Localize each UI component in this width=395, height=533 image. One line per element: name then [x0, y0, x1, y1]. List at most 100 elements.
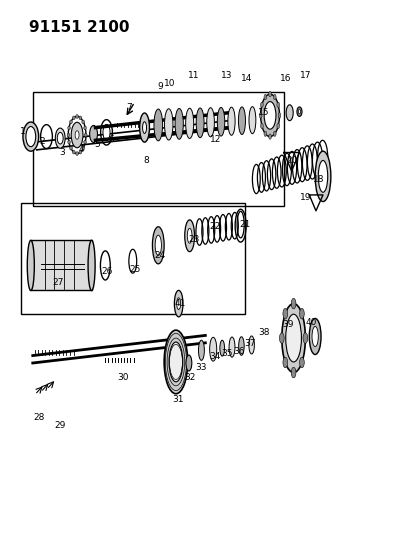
- Ellipse shape: [210, 337, 217, 361]
- Ellipse shape: [264, 102, 276, 129]
- Text: 16: 16: [280, 74, 292, 83]
- Ellipse shape: [140, 113, 149, 142]
- Text: 15: 15: [258, 108, 270, 117]
- Text: 7: 7: [126, 103, 132, 112]
- Ellipse shape: [70, 146, 72, 150]
- Ellipse shape: [185, 220, 195, 252]
- Ellipse shape: [154, 109, 163, 141]
- Ellipse shape: [72, 150, 75, 154]
- Ellipse shape: [282, 304, 305, 373]
- Ellipse shape: [318, 160, 328, 192]
- Ellipse shape: [198, 340, 204, 360]
- Ellipse shape: [67, 133, 70, 137]
- Text: 38: 38: [258, 328, 270, 337]
- Ellipse shape: [298, 110, 301, 114]
- Ellipse shape: [84, 140, 87, 144]
- Ellipse shape: [165, 109, 173, 140]
- Text: 91151 2100: 91151 2100: [29, 20, 129, 35]
- Ellipse shape: [228, 107, 235, 135]
- Ellipse shape: [186, 355, 192, 371]
- Text: 20: 20: [286, 156, 297, 165]
- Ellipse shape: [239, 107, 245, 134]
- Ellipse shape: [186, 108, 194, 139]
- Ellipse shape: [88, 240, 95, 290]
- Ellipse shape: [84, 126, 87, 130]
- Ellipse shape: [280, 333, 284, 343]
- Ellipse shape: [264, 131, 267, 136]
- Text: 37: 37: [245, 339, 256, 348]
- Ellipse shape: [90, 125, 98, 142]
- Text: 33: 33: [196, 363, 207, 372]
- Ellipse shape: [249, 336, 254, 354]
- Text: 28: 28: [33, 413, 44, 422]
- Ellipse shape: [278, 113, 281, 118]
- Text: 36: 36: [233, 347, 245, 356]
- Ellipse shape: [261, 123, 263, 128]
- Ellipse shape: [261, 94, 280, 136]
- Text: 18: 18: [313, 174, 325, 183]
- Ellipse shape: [283, 357, 288, 368]
- Text: 35: 35: [221, 350, 233, 359]
- Ellipse shape: [286, 105, 293, 120]
- Bar: [21, 203, 245, 314]
- Ellipse shape: [299, 309, 304, 319]
- Ellipse shape: [103, 124, 110, 140]
- Ellipse shape: [217, 108, 225, 136]
- Text: 25: 25: [129, 265, 141, 273]
- Ellipse shape: [68, 126, 70, 130]
- Text: 30: 30: [117, 373, 129, 382]
- Ellipse shape: [75, 131, 79, 139]
- Text: 24: 24: [154, 252, 166, 261]
- Ellipse shape: [85, 133, 87, 137]
- Ellipse shape: [79, 150, 82, 154]
- Ellipse shape: [291, 367, 296, 378]
- Bar: [31, 240, 92, 290]
- Text: 21: 21: [239, 220, 250, 229]
- Ellipse shape: [70, 120, 72, 124]
- Text: 23: 23: [188, 236, 199, 245]
- Ellipse shape: [196, 108, 204, 138]
- Text: 2: 2: [40, 138, 45, 147]
- Ellipse shape: [273, 131, 276, 136]
- Ellipse shape: [269, 92, 271, 97]
- Ellipse shape: [27, 240, 34, 290]
- Ellipse shape: [82, 146, 85, 150]
- Ellipse shape: [309, 318, 321, 354]
- Text: 6: 6: [108, 135, 114, 144]
- Text: 14: 14: [241, 74, 252, 83]
- Ellipse shape: [239, 337, 244, 356]
- Ellipse shape: [303, 333, 308, 343]
- Ellipse shape: [249, 107, 256, 134]
- Ellipse shape: [220, 340, 225, 356]
- Text: 40: 40: [306, 318, 317, 327]
- Text: 3: 3: [59, 148, 65, 157]
- Ellipse shape: [174, 290, 183, 317]
- Text: 41: 41: [174, 299, 186, 308]
- Text: 1: 1: [20, 127, 26, 136]
- Ellipse shape: [177, 298, 181, 310]
- Ellipse shape: [57, 132, 63, 144]
- Ellipse shape: [269, 134, 271, 139]
- Ellipse shape: [299, 357, 304, 368]
- Text: 4: 4: [79, 146, 85, 155]
- Ellipse shape: [229, 337, 235, 357]
- Ellipse shape: [68, 140, 70, 144]
- Text: 34: 34: [209, 352, 221, 361]
- Text: 17: 17: [300, 71, 311, 80]
- Ellipse shape: [286, 314, 301, 362]
- Ellipse shape: [312, 326, 318, 346]
- Text: 29: 29: [55, 421, 66, 430]
- Ellipse shape: [82, 120, 85, 124]
- Ellipse shape: [76, 152, 79, 156]
- Text: 5: 5: [95, 140, 100, 149]
- Ellipse shape: [277, 123, 280, 128]
- Ellipse shape: [277, 102, 280, 108]
- Ellipse shape: [71, 122, 83, 148]
- Text: 11: 11: [188, 71, 199, 80]
- Ellipse shape: [23, 122, 39, 151]
- Ellipse shape: [264, 94, 267, 100]
- Ellipse shape: [26, 126, 36, 147]
- Ellipse shape: [143, 122, 147, 133]
- Ellipse shape: [155, 235, 162, 255]
- Ellipse shape: [169, 342, 183, 382]
